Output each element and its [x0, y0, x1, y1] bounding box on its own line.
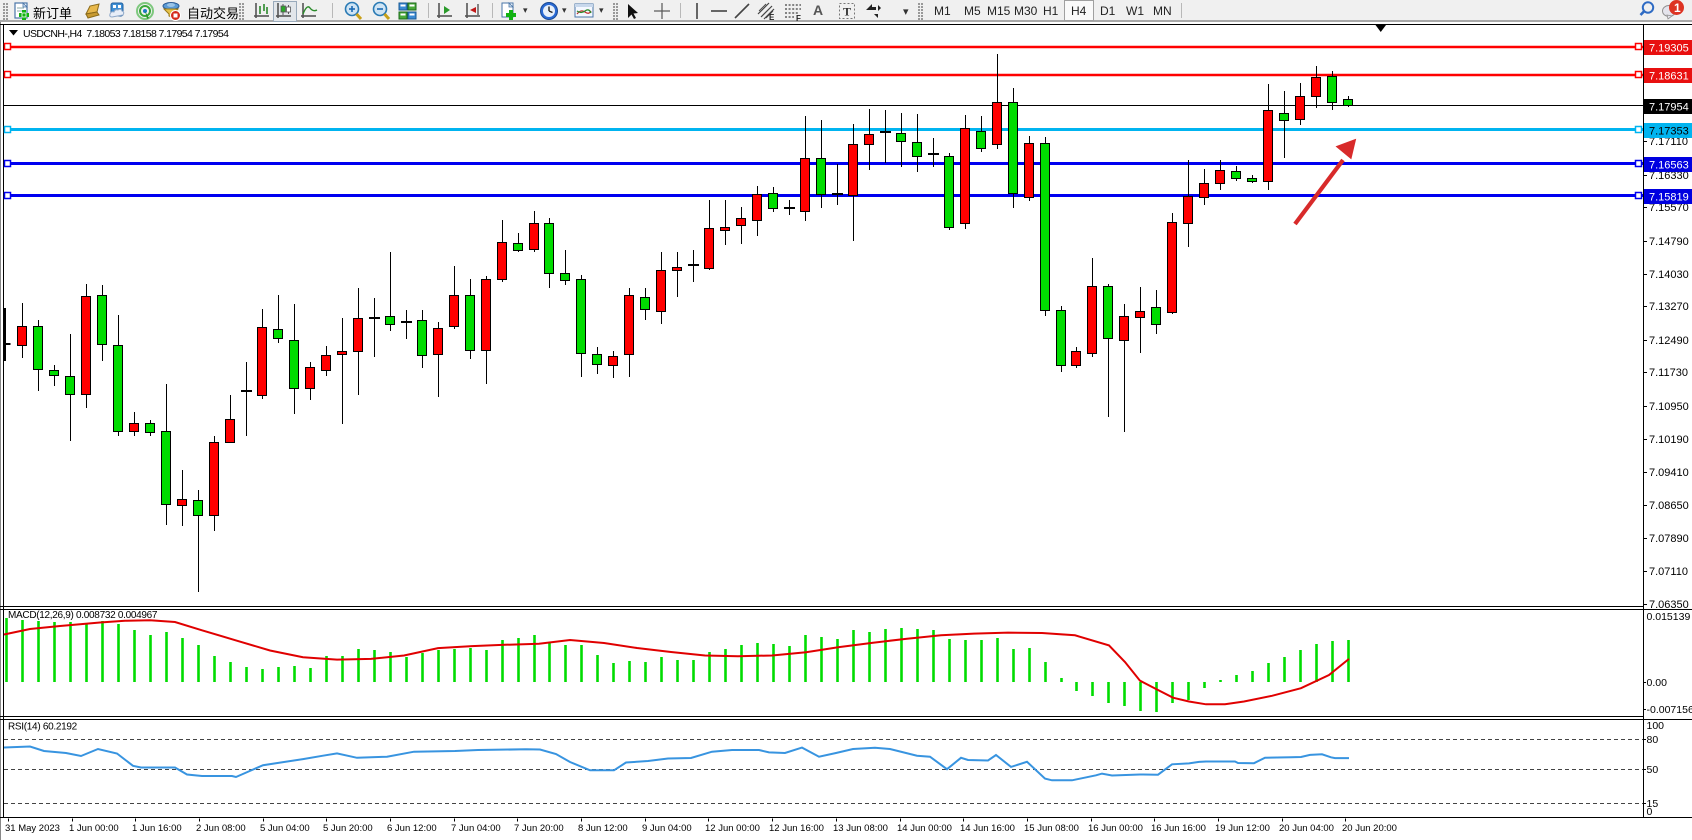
svg-text:7.16563: 7.16563: [1649, 160, 1689, 172]
svg-text:0.015139: 0.015139: [1647, 611, 1691, 623]
svg-text:7.17110: 7.17110: [1649, 136, 1688, 148]
svg-text:7.16330: 7.16330: [1649, 170, 1689, 182]
svg-text:50: 50: [1647, 764, 1659, 776]
svg-text:1 Jun 16:00: 1 Jun 16:00: [132, 823, 182, 834]
svg-text:7.10190: 7.10190: [1649, 434, 1689, 446]
svg-text:15 Jun 08:00: 15 Jun 08:00: [1024, 823, 1079, 834]
svg-text:7.14030: 7.14030: [1649, 269, 1689, 281]
svg-text:7.15819: 7.15819: [1649, 192, 1689, 204]
svg-text:14 Jun 00:00: 14 Jun 00:00: [897, 823, 952, 834]
svg-text:1: 1: [1674, 1, 1681, 15]
svg-text:0: 0: [1647, 806, 1653, 818]
svg-text:9 Jun 04:00: 9 Jun 04:00: [642, 823, 692, 834]
svg-text:T: T: [843, 5, 851, 19]
svg-text:7.14790: 7.14790: [1649, 236, 1689, 248]
svg-text:7.08650: 7.08650: [1649, 500, 1689, 512]
svg-text:E: E: [769, 13, 775, 21]
svg-text:13 Jun 08:00: 13 Jun 08:00: [833, 823, 888, 834]
svg-text:20 Jun 04:00: 20 Jun 04:00: [1279, 823, 1334, 834]
svg-text:7 Jun 04:00: 7 Jun 04:00: [451, 823, 501, 834]
svg-text:16 Jun 16:00: 16 Jun 16:00: [1151, 823, 1206, 834]
svg-text:2 Jun 08:00: 2 Jun 08:00: [196, 823, 246, 834]
svg-text:12 Jun 16:00: 12 Jun 16:00: [769, 823, 824, 834]
svg-text:31 May 2023: 31 May 2023: [5, 823, 60, 834]
svg-text:16 Jun 00:00: 16 Jun 00:00: [1088, 823, 1143, 834]
svg-text:7.07110: 7.07110: [1649, 566, 1688, 578]
svg-text:7.09410: 7.09410: [1649, 467, 1689, 479]
svg-text:7.13270: 7.13270: [1649, 301, 1689, 313]
svg-text:7.17954: 7.17954: [1649, 102, 1689, 114]
svg-text:7.07890: 7.07890: [1649, 533, 1689, 545]
svg-text:6 Jun 12:00: 6 Jun 12:00: [387, 823, 437, 834]
svg-text:7.19305: 7.19305: [1649, 43, 1689, 55]
svg-text:80: 80: [1647, 734, 1659, 746]
svg-text:7.15570: 7.15570: [1649, 202, 1689, 214]
svg-text:MACD(12,26,9) 0.008732 0.00496: MACD(12,26,9) 0.008732 0.004967: [8, 610, 158, 621]
svg-text:14 Jun 16:00: 14 Jun 16:00: [960, 823, 1015, 834]
svg-text:7 Jun 20:00: 7 Jun 20:00: [514, 823, 564, 834]
svg-text:7.06350: 7.06350: [1649, 599, 1689, 611]
svg-text:5 Jun 20:00: 5 Jun 20:00: [323, 823, 373, 834]
svg-text:7.12490: 7.12490: [1649, 335, 1689, 347]
svg-text:7.10950: 7.10950: [1649, 401, 1689, 413]
svg-text:1 Jun 00:00: 1 Jun 00:00: [69, 823, 119, 834]
svg-text:19 Jun 12:00: 19 Jun 12:00: [1215, 823, 1270, 834]
svg-text:7.17353: 7.17353: [1649, 126, 1689, 138]
svg-text:-0.007156: -0.007156: [1647, 704, 1692, 716]
svg-text:8 Jun 12:00: 8 Jun 12:00: [578, 823, 628, 834]
svg-text:20 Jun 20:00: 20 Jun 20:00: [1342, 823, 1397, 834]
svg-text:F: F: [796, 14, 801, 21]
svg-text:7.11730: 7.11730: [1649, 367, 1688, 379]
svg-text:12 Jun 00:00: 12 Jun 00:00: [705, 823, 760, 834]
svg-text:15: 15: [1647, 798, 1659, 810]
svg-text:USDCNH-,H4 7.18053 7.18158 7.: USDCNH-,H4 7.18053 7.18158 7.17954 7.179…: [23, 28, 229, 40]
svg-text:7.18631: 7.18631: [1649, 71, 1689, 83]
svg-text:RSI(14) 60.2192: RSI(14) 60.2192: [8, 722, 78, 733]
svg-text:0.00: 0.00: [1647, 677, 1668, 689]
svg-text:5 Jun 04:00: 5 Jun 04:00: [260, 823, 310, 834]
svg-text:100: 100: [1647, 720, 1665, 732]
